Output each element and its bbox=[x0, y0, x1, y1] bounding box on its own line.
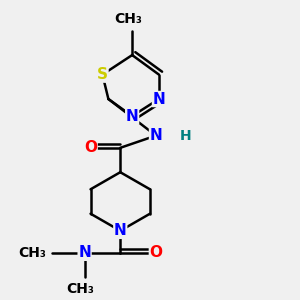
Text: N: N bbox=[78, 245, 91, 260]
Text: CH₃: CH₃ bbox=[18, 246, 46, 260]
Text: N: N bbox=[114, 223, 127, 238]
Text: H: H bbox=[180, 129, 191, 142]
Text: CH₃: CH₃ bbox=[66, 282, 94, 296]
Text: O: O bbox=[149, 245, 162, 260]
Text: O: O bbox=[84, 140, 97, 155]
Text: N: N bbox=[152, 92, 165, 106]
Text: N: N bbox=[126, 109, 139, 124]
Text: N: N bbox=[150, 128, 162, 143]
Text: S: S bbox=[97, 67, 108, 82]
Text: CH₃: CH₃ bbox=[114, 12, 142, 26]
